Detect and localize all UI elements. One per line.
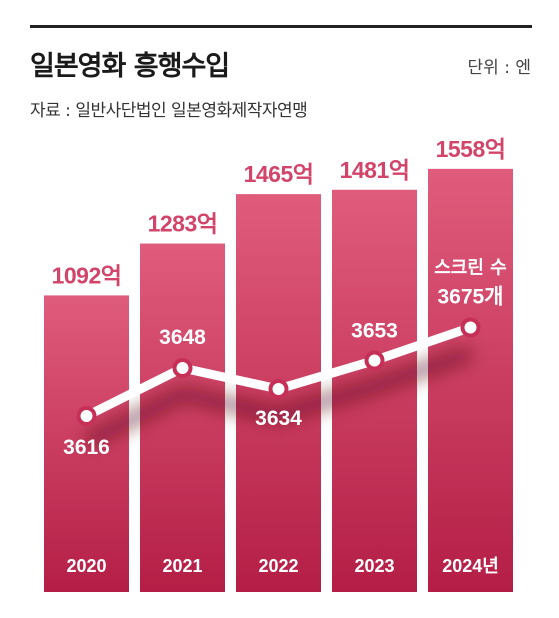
screen-point xyxy=(460,317,481,338)
year-label: 2024년 xyxy=(442,556,499,576)
line-shadow xyxy=(83,346,473,449)
screen-count-annotation: 스크린 수 xyxy=(434,258,507,279)
screen-point xyxy=(364,350,385,371)
year-label: 2022 xyxy=(258,556,298,576)
bar-value-label: 1558억 xyxy=(436,136,506,162)
bar-2021 xyxy=(140,243,225,592)
screen-value-label: 3634 xyxy=(255,407,302,430)
unit-label: 단위 : 엔 xyxy=(467,58,531,78)
line-shadow-path xyxy=(83,346,473,449)
year-label: 2023 xyxy=(354,556,394,576)
screen-point xyxy=(172,358,193,378)
labels-layer: 1092억 2020 1283억 2021 1465억 2022 1481억 2023 1558… xyxy=(52,136,507,576)
bar-value-label: 1481억 xyxy=(340,157,410,183)
bars-layer xyxy=(44,168,513,592)
bar-value-label: 1092억 xyxy=(52,262,122,288)
year-label: 2021 xyxy=(162,556,202,576)
screen-value-label: 3675개 xyxy=(437,286,503,309)
screen-value-label: 3653 xyxy=(351,320,398,343)
bar-value-label: 1283억 xyxy=(148,211,218,237)
screen-value-label: 3616 xyxy=(63,436,110,459)
bar-2024년 xyxy=(428,168,513,592)
screen-point xyxy=(268,379,289,399)
bar-value-label: 1465억 xyxy=(244,161,314,187)
year-label: 2020 xyxy=(66,556,106,576)
chart-title: 일본영화 흥행수입 xyxy=(30,51,230,82)
bar-2020 xyxy=(44,295,129,592)
line-layer xyxy=(76,317,481,426)
source-label: 자료 : 일반사단법인 일본영화제작자연맹 xyxy=(30,101,308,121)
screen-value-label: 3648 xyxy=(159,326,206,349)
screen-point xyxy=(76,406,97,426)
top-rule xyxy=(30,25,532,28)
